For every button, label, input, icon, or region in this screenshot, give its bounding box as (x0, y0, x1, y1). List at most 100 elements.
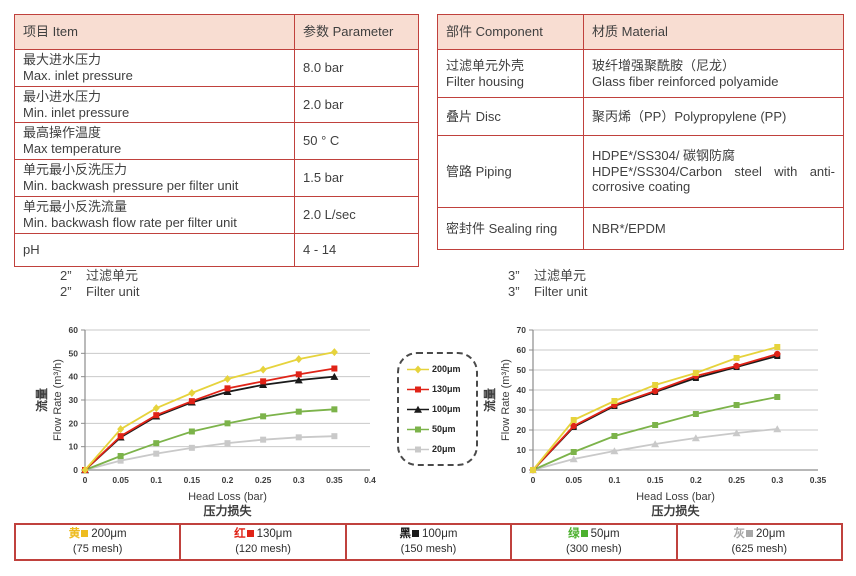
micron-size: 100μm (422, 528, 458, 540)
table-header-row: 项目 Item 参数 Parameter (14, 14, 419, 50)
component-cell: 管路 Piping (437, 135, 584, 208)
color-swatch (580, 530, 588, 537)
material-label-cn: 聚丙烯（PP）Polypropylene (PP) (592, 108, 787, 124)
flow-chart-3inch: 0 10 20 30 40 50 60 70 0 0.05 0.1 0.15 0.2 0.25 0.3 0.3… (482, 325, 827, 518)
column-header-parameter: 参数 Parameter (294, 14, 419, 50)
item-label-cn: 单元最小反洗流量 (23, 198, 128, 214)
svg-text:Head Loss (bar): Head Loss (bar) (636, 491, 715, 503)
color-swatch (246, 530, 254, 537)
svg-text:10: 10 (69, 442, 79, 452)
svg-text:0.25: 0.25 (255, 475, 272, 485)
mesh-count: (75 mesh) (72, 543, 123, 555)
mesh-color-size: 红 130μm (181, 527, 344, 542)
table-row: 最小进水压力 Min. inlet pressure 2.0 bar (14, 85, 419, 124)
svg-text:40: 40 (517, 385, 527, 395)
series-marker-icon (407, 365, 429, 373)
component-label-en: Filter housing (446, 73, 525, 89)
series-marker-icon (407, 386, 429, 392)
material-cell: 玻纤增强聚酰胺（尼龙） Glass fiber reinforced polyam… (583, 49, 844, 98)
item-cell: 单元最小反洗压力 Min. backwash pressure per filte… (14, 159, 295, 197)
item-cell: 最高操作温度 Max temperature (14, 122, 295, 161)
material-table: 部件 Component 材质 Material 过滤单元外壳 Filter ho… (437, 14, 844, 250)
mesh-legend-cell: 黄 200μm (75 mesh) (13, 523, 182, 561)
svg-text:10: 10 (517, 445, 527, 455)
item-label-en: Min. inlet pressure (23, 104, 130, 120)
legend-label: 100μm (432, 404, 461, 414)
param-value: 2.0 bar (294, 85, 419, 124)
legend-label: 20μm (432, 444, 456, 454)
item-cell: 最大进水压力 Max. inlet pressure (14, 49, 295, 87)
svg-text:0.1: 0.1 (609, 475, 621, 485)
column-header-component: 部件 Component (437, 14, 584, 50)
mesh-legend-cell: 红 130μm (120 mesh) (179, 523, 347, 561)
legend-label: 130μm (432, 384, 461, 394)
mesh-legend-cell: 黑 100μm (150 mesh) (344, 523, 513, 561)
series-marker-icon (407, 446, 429, 452)
color-name-cn: 黄 (68, 528, 81, 540)
size-prefix: 3” (508, 284, 520, 299)
table-row: 单元最小反洗流量 Min. backwash flow rate per filt… (14, 195, 419, 234)
color-swatch (412, 530, 420, 537)
svg-text:0.2: 0.2 (222, 475, 234, 485)
material-cell: HDPE*/SS304/ 碳钢防腐 HDPE*/SS304/Carbon stee… (583, 135, 844, 208)
series-marker-icon (407, 426, 429, 432)
legend-item: 20μm (406, 444, 472, 454)
mesh-legend-row: 黄 200μm (75 mesh) 红 130μm (120 mesh) 黑 100μ… (13, 523, 844, 561)
svg-text:0.05: 0.05 (112, 475, 129, 485)
legend-item: 50μm (406, 424, 472, 434)
table-row: 管路 Piping HDPE*/SS304/ 碳钢防腐 HDPE*/SS304/C… (437, 135, 844, 208)
svg-text:0.35: 0.35 (326, 475, 343, 485)
series-marker-icon (407, 405, 429, 413)
item-cell: 最小进水压力 Min. inlet pressure (14, 85, 295, 124)
svg-text:0.05: 0.05 (565, 475, 582, 485)
micron-size: 200μm (91, 528, 127, 540)
material-label-cn: NBR*/EPDM (592, 220, 666, 236)
mesh-count: (120 mesh) (235, 543, 291, 555)
item-label-en: Max. inlet pressure (23, 67, 133, 83)
param-value: 50 ° C (294, 122, 419, 161)
item-label-en: Min. backwash pressure per filter unit (23, 178, 239, 194)
material-label-en: Glass fiber reinforced polyamide (592, 73, 779, 89)
chart-title-line-en: 2” Filter unit (60, 284, 139, 300)
svg-text:30: 30 (69, 395, 79, 405)
component-cell: 密封件 Sealing ring (437, 207, 584, 250)
mesh-color-size: 绿 50μm (512, 527, 675, 542)
micron-size: 20μm (756, 528, 786, 540)
table-row: 密封件 Sealing ring NBR*/EPDM (437, 207, 844, 250)
component-label-cn: 过滤单元外壳 (446, 57, 525, 73)
param-value: 1.5 bar (294, 159, 419, 197)
size-prefix: 3” (508, 268, 520, 283)
table-row: 过滤单元外壳 Filter housing 玻纤增强聚酰胺（尼龙） Glass fi… (437, 49, 844, 98)
series-legend: 200μm 130μm 100μm 50μm 20μm (397, 352, 478, 466)
color-swatch (81, 530, 89, 537)
item-cell: pH (14, 232, 295, 267)
spec-table: 项目 Item 参数 Parameter 最大进水压力 Max. inlet pr… (14, 14, 419, 267)
component-cell: 过滤单元外壳 Filter housing (437, 49, 584, 98)
svg-text:0: 0 (73, 465, 78, 475)
material-label-cn: HDPE*/SS304/ 碳钢防腐 (592, 147, 736, 163)
material-cell: NBR*/EPDM (583, 207, 844, 250)
svg-text:0: 0 (531, 475, 536, 485)
svg-text:60: 60 (69, 325, 79, 335)
svg-text:0.3: 0.3 (293, 475, 305, 485)
column-header-item: 项目 Item (14, 14, 295, 50)
svg-text:30: 30 (517, 405, 527, 415)
item-label-cn: 最高操作温度 (23, 125, 102, 141)
svg-text:0.35: 0.35 (810, 475, 827, 485)
legend-item: 130μm (406, 384, 472, 394)
svg-text:流量: 流量 (482, 388, 497, 412)
chart-title-2inch: 2” 过滤单元 2” Filter unit (60, 268, 139, 300)
mesh-count: (300 mesh) (566, 543, 622, 555)
svg-text:60: 60 (517, 345, 527, 355)
component-cell: 叠片 Disc (437, 97, 584, 136)
param-value: 4 - 14 (294, 232, 419, 267)
chart-title-line-cn: 2” 过滤单元 (60, 268, 139, 284)
param-value: 2.0 L/sec (294, 195, 419, 234)
item-label-cn: 单元最小反洗压力 (23, 162, 128, 178)
svg-text:0: 0 (83, 475, 88, 485)
mesh-count: (150 mesh) (400, 543, 457, 555)
svg-text:0.2: 0.2 (690, 475, 702, 485)
table-row: 叠片 Disc 聚丙烯（PP）Polypropylene (PP) (437, 97, 844, 136)
item-label-en: Max temperature (23, 141, 122, 157)
